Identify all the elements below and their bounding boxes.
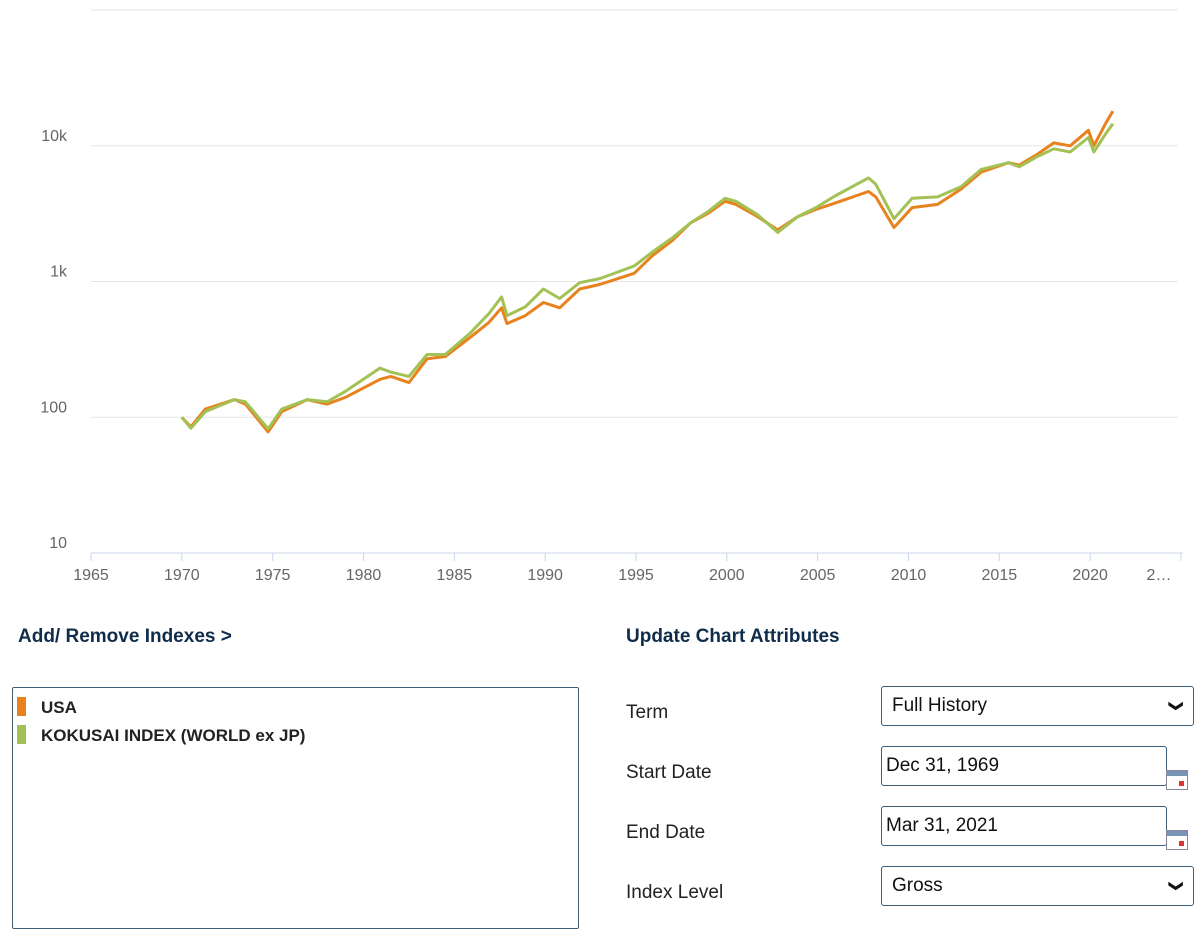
x-tick-label: 1995 (618, 567, 654, 584)
chevron: ❯ (1169, 880, 1186, 892)
calendar-icon[interactable] (1166, 770, 1188, 790)
x-tick-label: 1970 (164, 567, 200, 584)
indexes-heading[interactable]: Add/ Remove Indexes > (18, 626, 232, 647)
field-value: Dec 31, 1969 (886, 755, 1000, 776)
date-input[interactable]: Mar 31, 2021 (881, 806, 1167, 846)
x-tick-label: 2000 (709, 567, 745, 584)
index-list: USA KOKUSAI INDEX (WORLD ex JP) (12, 687, 579, 929)
x-tick-label: 1975 (255, 567, 291, 584)
x-tick-label: 2… (1147, 567, 1172, 584)
field-value: Gross (892, 875, 943, 896)
chart: 10 100 1k 10k 1965 1970 1975 1980 1985 1990 1995 20… (40, 9, 1183, 584)
series-line (180, 110, 1115, 434)
date-input[interactable]: Dec 31, 1969 (881, 746, 1167, 786)
x-tick-label: 2010 (891, 567, 927, 584)
field-label: Index Level (626, 882, 724, 903)
x-tick-label: 1985 (437, 567, 473, 584)
legend-label: USA (41, 698, 77, 717)
legend-swatch (17, 697, 26, 716)
legend-entry[interactable]: USA (17, 697, 77, 718)
x-tick-label: 1990 (527, 567, 563, 584)
dropdown[interactable]: Gross ❯ (881, 866, 1194, 906)
field-label: Term (626, 702, 669, 723)
dropdown[interactable]: Full History ❯ (881, 686, 1194, 726)
x-tick-label: 2005 (800, 567, 836, 584)
x-tick-label: 1965 (73, 567, 109, 584)
y-tick-label: 10k (41, 128, 68, 145)
y-tick-label: 1k (50, 264, 68, 281)
field-label: End Date (626, 822, 706, 843)
x-tick-label: 2015 (982, 567, 1018, 584)
y-tick-label: 100 (40, 399, 67, 416)
series-line (180, 122, 1115, 431)
y-tick-label: 10 (49, 535, 67, 552)
legend-entry[interactable]: KOKUSAI INDEX (WORLD ex JP) (17, 725, 305, 746)
field-label: Start Date (626, 762, 712, 783)
legend-swatch (17, 725, 26, 744)
field-value: Mar 31, 2021 (886, 815, 998, 836)
x-tick-label: 2020 (1072, 567, 1108, 584)
chevron: ❯ (1169, 700, 1186, 712)
field-value: Full History (892, 695, 988, 716)
attributes-heading: Update Chart Attributes (626, 626, 840, 647)
x-tick-label: 1980 (346, 567, 382, 584)
calendar-icon[interactable] (1166, 830, 1188, 850)
legend-label: KOKUSAI INDEX (WORLD ex JP) (41, 726, 306, 745)
